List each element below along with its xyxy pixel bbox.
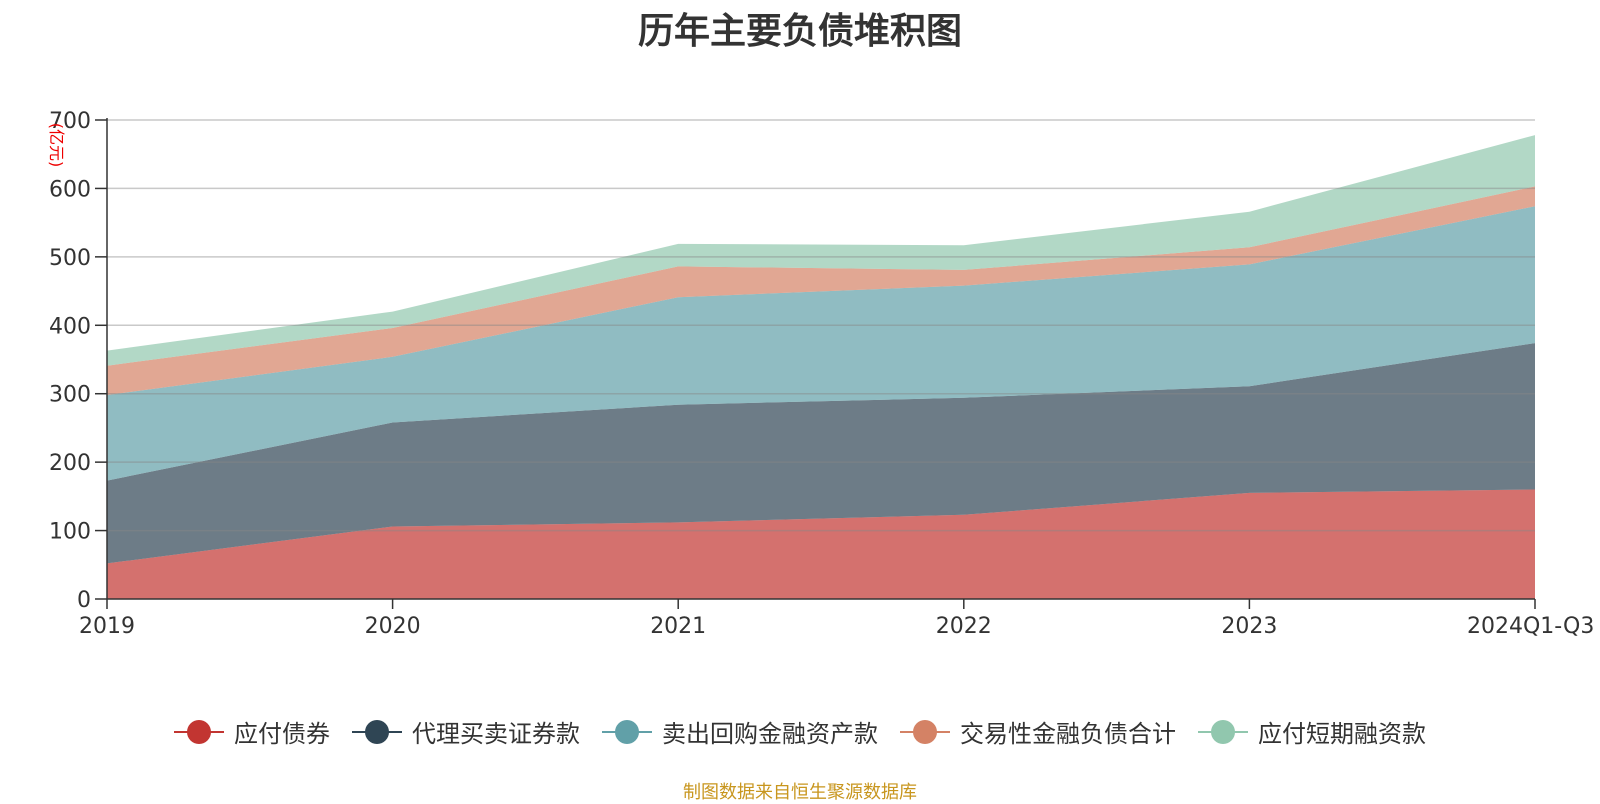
y-tick-label: 100 xyxy=(49,520,91,545)
legend-marker xyxy=(1198,719,1248,745)
area-series-1 xyxy=(107,343,1535,564)
area-series-4 xyxy=(107,135,1535,366)
legend-item-repo-assets[interactable]: 卖出回购金融资产款 xyxy=(602,714,878,749)
legend-item-bonds-payable[interactable]: 应付债券 xyxy=(174,714,330,749)
y-tick-label: 600 xyxy=(49,177,91,202)
legend-marker xyxy=(602,719,652,745)
legend-label: 应付短期融资款 xyxy=(1258,720,1426,748)
area-series-0 xyxy=(107,489,1535,599)
legend-marker xyxy=(900,719,950,745)
y-tick-label: 400 xyxy=(49,314,91,339)
y-tick-label: 0 xyxy=(77,588,91,613)
legend-marker xyxy=(352,719,402,745)
legend-label: 交易性金融负债合计 xyxy=(960,720,1176,748)
legend-item-short-term-financing[interactable]: 应付短期融资款 xyxy=(1198,714,1426,749)
legend-item-trading-liabilities[interactable]: 交易性金融负债合计 xyxy=(900,714,1176,749)
x-tick-label: 2023 xyxy=(1221,614,1277,639)
legend-label: 卖出回购金融资产款 xyxy=(662,720,878,748)
x-tick-label: 2022 xyxy=(936,614,992,639)
y-tick-label: 300 xyxy=(49,383,91,408)
y-tick-label: 500 xyxy=(49,246,91,271)
legend-item-agency-securities[interactable]: 代理买卖证券款 xyxy=(352,714,580,749)
x-tick-label: 2021 xyxy=(650,614,706,639)
legend: 应付债券 代理买卖证券款 卖出回购金融资产款 交易性金融负债合计 应付短期融资款 xyxy=(0,714,1600,749)
chart-title: 历年主要负债堆积图 xyxy=(637,11,962,52)
y-axis-unit-label: (亿元) xyxy=(47,123,66,168)
legend-marker xyxy=(174,719,224,745)
area-series-2 xyxy=(107,206,1535,481)
stacked-area-chart: 0 100 200 300 400 500 600 700 2019 2020 2021 2022 20… xyxy=(47,109,1594,639)
x-tick-label: 2020 xyxy=(365,614,421,639)
data-source-note: 制图数据来自恒生聚源数据库 xyxy=(683,782,917,803)
x-tick-label: 2024Q1-Q3 xyxy=(1467,614,1594,639)
legend-label: 应付债券 xyxy=(234,720,330,748)
y-tick-label: 700 xyxy=(49,109,91,134)
y-tick-label: 200 xyxy=(49,451,91,476)
x-tick-label: 2019 xyxy=(79,614,135,639)
area-series-3 xyxy=(107,186,1535,396)
legend-label: 代理买卖证券款 xyxy=(412,720,580,748)
